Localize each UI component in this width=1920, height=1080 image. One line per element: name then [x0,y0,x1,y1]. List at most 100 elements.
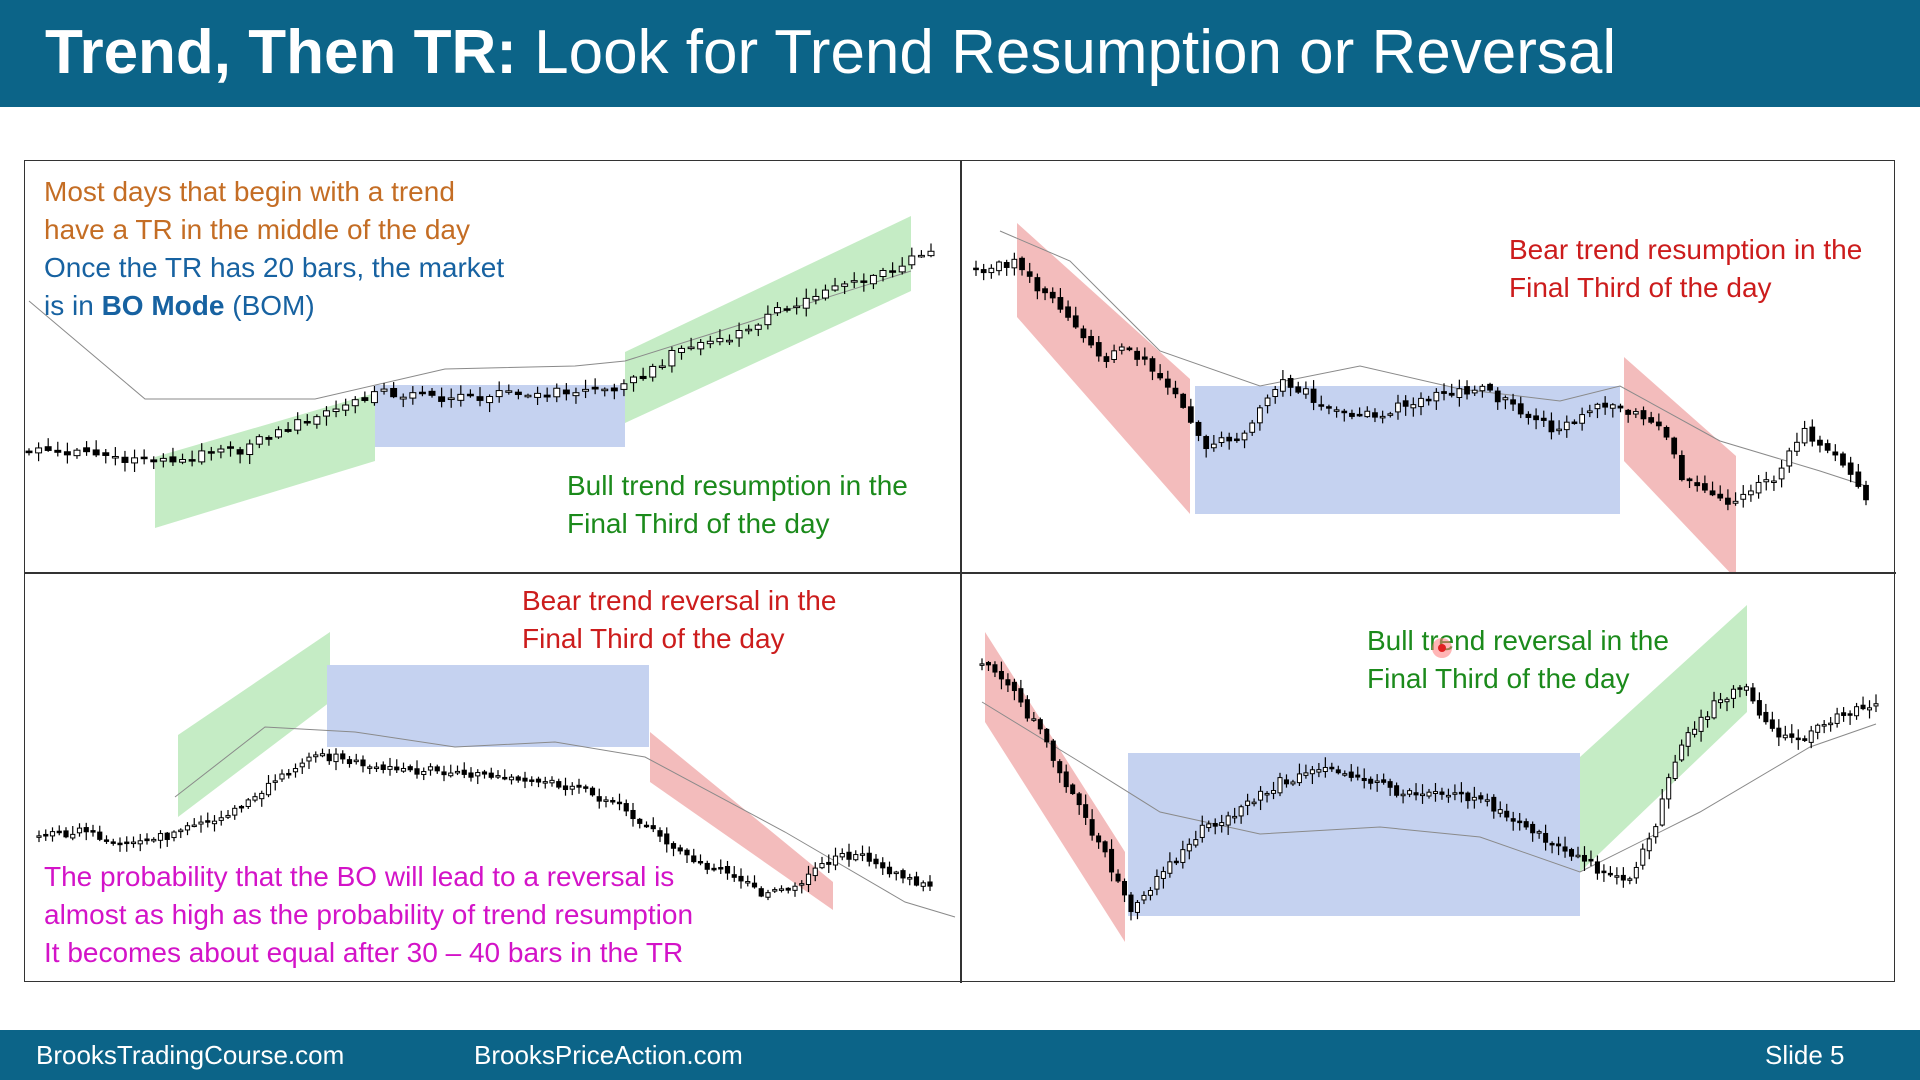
bull-candle [399,396,407,400]
bear-candle [1195,421,1202,436]
bear-candle [1725,497,1731,505]
bear-candle [1756,700,1762,716]
bull-candle [1502,397,1509,401]
bear-candle [562,785,569,791]
bull-candle [687,346,695,350]
bull-candle [745,881,751,884]
bear-candle [1860,704,1866,710]
bull-candle [850,280,858,283]
bear-candle [1663,426,1670,438]
bear-candle [63,451,71,456]
bull-candle [342,404,350,411]
bear-candle [616,801,623,805]
bear-candle [346,759,353,765]
bear-candle [1671,437,1678,455]
bear-candle [1413,792,1419,796]
bull-candle [1794,441,1800,452]
candles [25,243,935,472]
bull-candle [1755,481,1762,494]
bull-candle [1563,421,1570,431]
bull-candle [1296,773,1302,784]
bear-candle [1172,387,1179,395]
bear-candle [1548,420,1555,433]
bull-candle [1724,698,1730,703]
blue-zone [375,385,625,447]
bear-candle [630,809,636,820]
blue-zone [1195,386,1620,514]
bear-candle [434,766,440,772]
bull-candle [1387,413,1394,416]
bull-candle [988,267,995,274]
bear-candle [97,831,103,840]
bear-candle [1318,404,1325,407]
bull-candle [505,390,513,393]
bull-candle [1407,790,1413,795]
bull-candle [35,447,43,454]
bull-candle [1786,450,1793,467]
bear-candle [880,862,886,869]
bull-candle [272,780,278,783]
label-line-2: Final Third of the day [1367,663,1630,694]
bear-candle [1617,405,1624,409]
panel-bear-trend-reversal: Bear trend reversal in the Final Third o… [25,572,960,983]
bear-candle [1226,436,1233,442]
bear-candle [1283,779,1289,785]
bull-candle [1743,686,1749,691]
bull-candle [1782,734,1788,739]
footer-left[interactable]: BrooksTradingCourse.com [36,1040,345,1070]
note-blue-2b: BO Mode [101,290,225,321]
bear-candle [583,786,589,789]
bear-candle [610,799,616,803]
horizontal-divider [25,572,1896,574]
bull-candle [319,753,326,757]
bear-candle [1180,393,1187,408]
bear-candle [1361,777,1367,782]
bull-candle [159,457,167,462]
bear-candle [637,818,643,824]
bear-candle [1465,792,1471,802]
bear-candle [1441,391,1447,394]
bull-candle [1718,699,1724,704]
bear-candle [1487,383,1493,391]
bull-candle [1640,848,1646,866]
blue-zone [327,665,649,747]
bull-candle [1771,480,1777,483]
bear-candle [1789,733,1795,738]
bear-candle [677,847,683,852]
bull-candle [1031,718,1037,721]
bear-candle [1402,400,1409,407]
bear-candle [1072,315,1079,328]
bear-candle [1126,347,1133,351]
bear-candle [1089,819,1095,836]
bear-candle [227,446,234,449]
bull-candle [893,871,899,875]
bear-candle [1034,277,1041,292]
bear-candle [1141,356,1148,360]
bull-candle [658,365,666,368]
footer-center[interactable]: BrooksPriceAction.com [474,1040,743,1070]
bear-candle [1164,378,1171,388]
bear-candle [738,875,744,882]
bull-candle [1210,443,1217,449]
bull-candle [1711,700,1717,719]
bear-candle [1044,728,1050,743]
bull-candle [1445,794,1451,798]
bull-candle [1834,713,1840,724]
panel-bull-trend-resumption: Most days that begin with a trend have a… [25,161,960,572]
bull-candle [841,283,849,287]
note-blue-2c: (BOM) [224,290,315,321]
bull-candle [979,663,985,666]
bull-candle [1808,730,1814,743]
chart-svg-bottom-left [36,632,956,918]
bear-candle [886,866,893,875]
bear-candle [1070,784,1076,795]
bull-candle [1154,876,1160,890]
bull-candle [1303,388,1309,395]
bear-candle [1026,271,1033,277]
bear-candle [1510,818,1516,822]
bear-candle [25,450,33,454]
bull-candle [1134,901,1140,913]
bull-candle [313,416,321,425]
bear-candle [1517,403,1524,415]
bull-candle [1206,823,1212,829]
